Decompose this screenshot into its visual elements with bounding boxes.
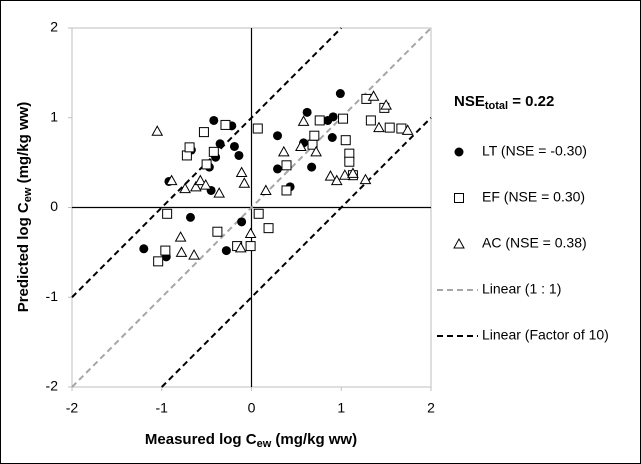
point <box>188 249 200 260</box>
point <box>162 208 173 219</box>
point <box>245 241 256 252</box>
point <box>190 180 202 192</box>
point <box>324 170 337 181</box>
point <box>330 174 343 186</box>
point <box>153 256 164 267</box>
point <box>201 159 212 170</box>
point <box>184 142 195 153</box>
point <box>281 185 292 196</box>
point <box>165 174 178 186</box>
point <box>327 132 337 142</box>
point <box>234 241 247 253</box>
point <box>220 119 231 130</box>
point <box>209 115 219 125</box>
x-axis-label-suffix: (mg/kg ww) <box>271 431 357 448</box>
x-tick-label: -2 <box>66 400 79 416</box>
x-axis-label-subscript: ew <box>257 438 272 450</box>
point <box>401 124 414 135</box>
point <box>344 156 355 167</box>
point <box>307 162 317 172</box>
y-axis-label-suffix: (mg/kg ww) <box>15 102 32 188</box>
legend-label: LT (NSE = -0.30) <box>482 143 587 159</box>
y-axis-label-subscript: ew <box>22 187 34 202</box>
point <box>237 217 247 227</box>
point <box>302 107 312 117</box>
point <box>244 227 257 239</box>
point <box>384 122 395 133</box>
point <box>338 169 351 180</box>
annotation: NSEtotal = 0.22 <box>454 93 554 112</box>
point <box>235 166 248 177</box>
legend-label: EF (NSE = 0.30) <box>482 189 585 205</box>
point <box>295 140 307 151</box>
point <box>179 182 191 194</box>
point <box>212 226 223 237</box>
point <box>229 141 239 151</box>
x-tick-label: 1 <box>337 400 345 416</box>
point <box>139 244 149 254</box>
point <box>260 184 272 195</box>
point <box>194 174 207 186</box>
point <box>185 212 195 222</box>
point <box>273 131 283 141</box>
y-tick-label: 0 <box>50 198 58 214</box>
legend-marker <box>454 193 464 203</box>
point <box>367 90 380 101</box>
point <box>277 145 290 157</box>
point <box>252 123 263 134</box>
point <box>373 121 385 133</box>
point <box>213 187 226 198</box>
y-tick-label: 1 <box>50 108 58 124</box>
point <box>340 135 351 146</box>
point <box>208 146 219 157</box>
point <box>215 139 225 149</box>
y-tick-label: 2 <box>50 19 58 35</box>
point <box>347 167 359 178</box>
legend-marker <box>454 147 464 157</box>
y-tick-label: -2 <box>46 378 59 394</box>
x-axis-label: Measured log Cew (mg/kg ww) <box>145 431 357 450</box>
point <box>328 112 338 122</box>
annotation-text: NSE <box>454 93 485 110</box>
point <box>174 231 187 242</box>
x-axis-label-text: Measured log C <box>145 431 257 448</box>
legend-marker <box>453 237 465 249</box>
point <box>253 208 264 219</box>
point <box>310 145 322 157</box>
point <box>151 125 164 136</box>
point <box>221 246 231 256</box>
x-tick-label: 0 <box>248 400 256 416</box>
point <box>338 113 349 124</box>
y-tick-label: -1 <box>46 288 59 304</box>
point <box>238 177 251 188</box>
point <box>234 150 244 160</box>
point <box>160 245 171 256</box>
annotation-suffix: = 0.22 <box>508 93 554 110</box>
point <box>273 164 283 174</box>
point <box>297 115 310 126</box>
point <box>263 223 274 234</box>
legend-label: AC (NSE = 0.38) <box>482 235 587 251</box>
y-axis-label: Predicted log Cew (mg/kg ww) <box>15 102 34 313</box>
point <box>198 127 209 138</box>
point <box>314 115 325 126</box>
point <box>309 130 320 141</box>
y-axis-label-text: Predicted log C <box>15 202 32 312</box>
reference-line <box>71 27 432 388</box>
x-tick-label: 2 <box>427 400 435 416</box>
legend-label: Linear (Factor of 10) <box>482 327 609 343</box>
point <box>335 89 345 99</box>
point <box>175 246 188 257</box>
point <box>380 99 392 110</box>
annotation-subscript: total <box>485 100 508 112</box>
point <box>365 115 376 126</box>
x-tick-label: -1 <box>156 400 169 416</box>
point <box>281 160 292 171</box>
point <box>199 179 212 190</box>
legend-label: Linear (1 : 1) <box>482 281 561 297</box>
point <box>359 173 372 185</box>
